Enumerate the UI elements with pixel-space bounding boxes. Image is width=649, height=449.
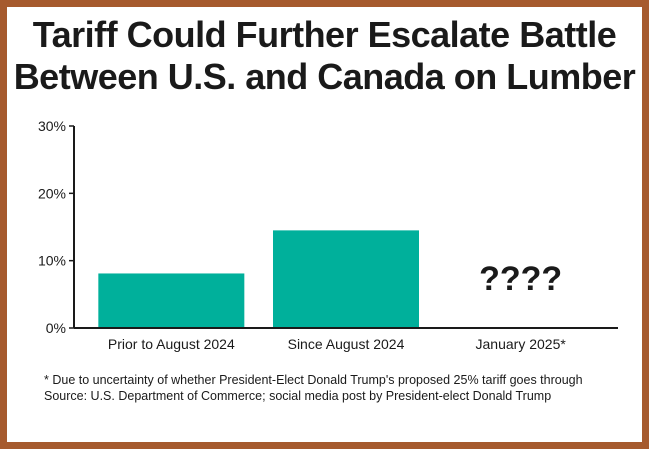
bars bbox=[98, 230, 419, 328]
y-tick-label: 0% bbox=[46, 320, 66, 336]
chart-title: Tariff Could Further Escalate Battle Bet… bbox=[0, 14, 649, 98]
x-tick-label: Prior to August 2024 bbox=[108, 336, 235, 352]
y-tick-label: 10% bbox=[38, 253, 66, 269]
y-tick-label: 30% bbox=[38, 118, 66, 134]
title-line-1: Tariff Could Further Escalate Battle bbox=[32, 14, 617, 55]
y-axis-ticks: 0% 10% 20% 30% bbox=[38, 118, 74, 336]
unknown-value-label: ???? bbox=[479, 260, 562, 298]
footnote: * Due to uncertainty of whether Presiden… bbox=[44, 373, 583, 387]
x-tick-label: Since August 2024 bbox=[288, 336, 405, 352]
y-tick-label: 20% bbox=[38, 185, 66, 201]
source-note: Source: U.S. Department of Commerce; soc… bbox=[44, 389, 552, 403]
x-axis-labels: Prior to August 2024 Since August 2024 Jan… bbox=[108, 336, 566, 352]
title-line-2: Between U.S. and Canada on Lumber bbox=[13, 56, 636, 97]
bar bbox=[273, 230, 419, 328]
chart-notes: * Due to uncertainty of whether Presiden… bbox=[44, 372, 624, 404]
bar bbox=[98, 273, 245, 328]
x-tick-label: January 2025* bbox=[476, 336, 567, 352]
